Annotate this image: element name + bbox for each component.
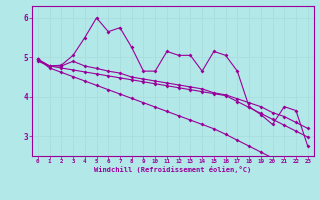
X-axis label: Windchill (Refroidissement éolien,°C): Windchill (Refroidissement éolien,°C) xyxy=(94,166,252,173)
